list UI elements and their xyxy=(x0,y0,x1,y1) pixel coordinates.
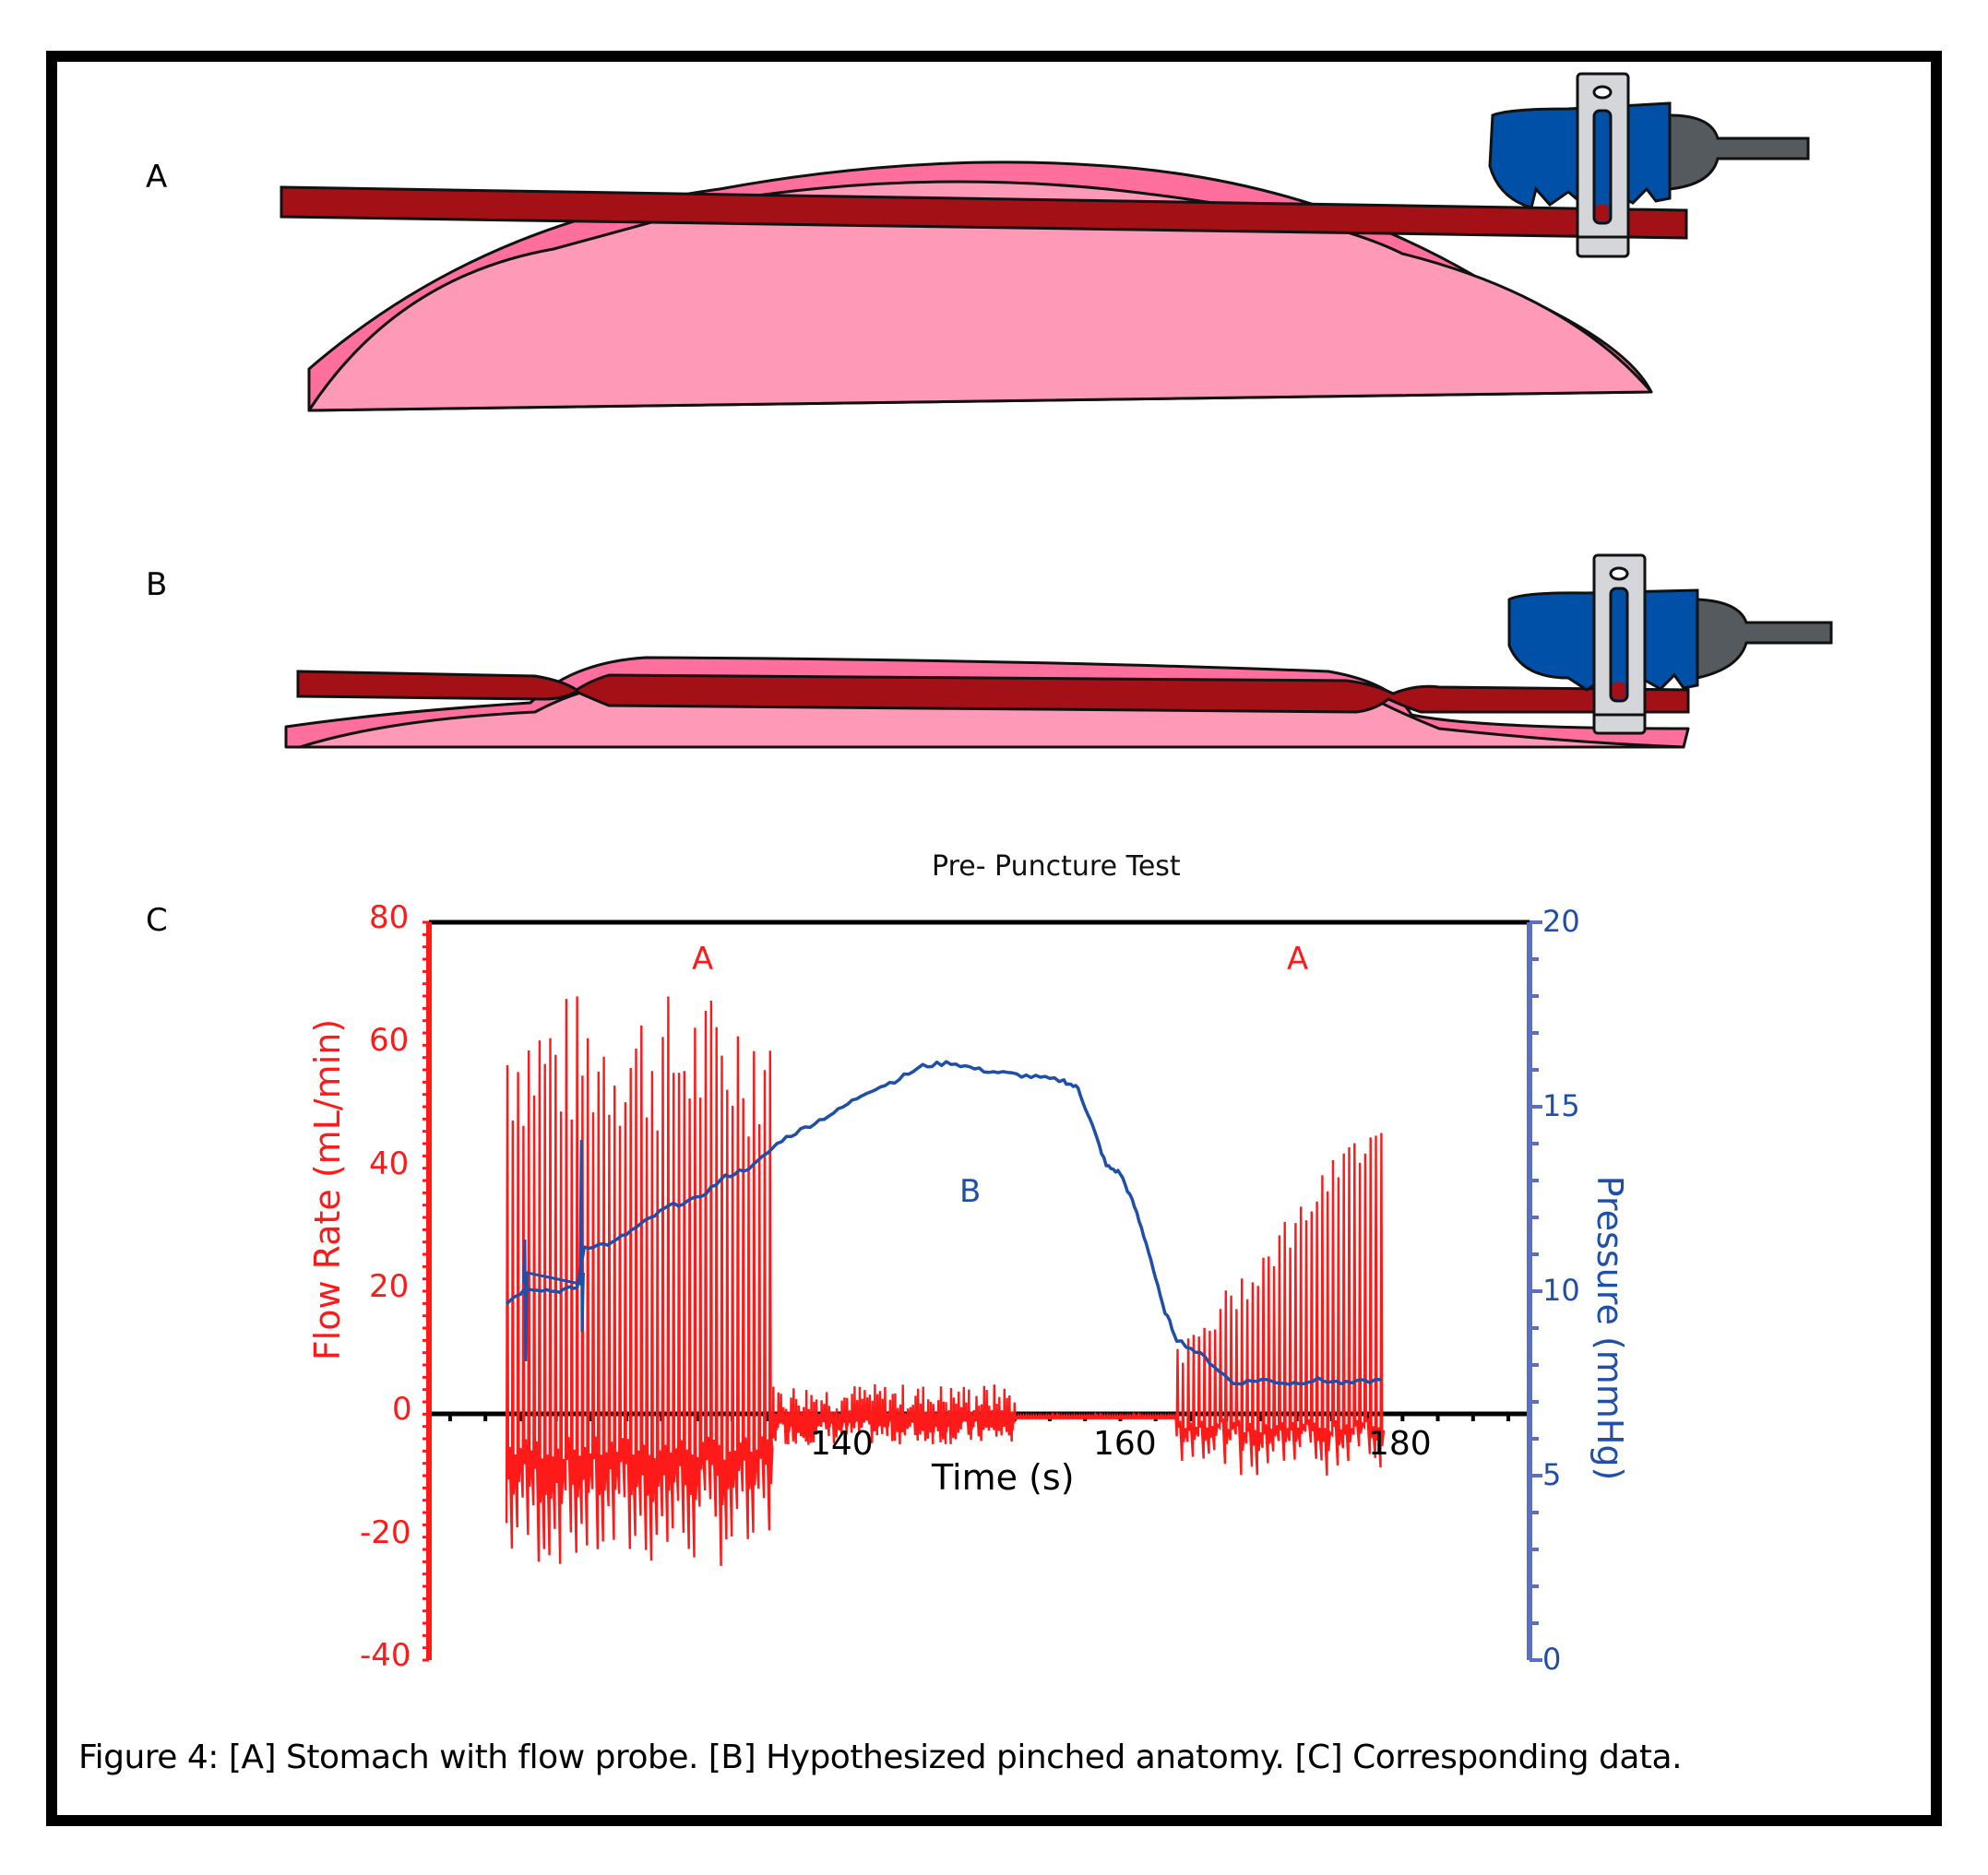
flow-probe-b xyxy=(1507,553,1833,735)
chart-title: Pre- Puncture Test xyxy=(932,850,1181,883)
right-axis-minor-ticks xyxy=(1530,920,1542,1662)
right-tick-0: 0 xyxy=(1542,1642,1562,1677)
pressure-series xyxy=(505,1060,1382,1386)
left-tick-60: 60 xyxy=(369,1022,410,1059)
flow-rate-series xyxy=(505,996,1386,1566)
left-tick-80: 80 xyxy=(369,899,410,936)
left-tick-neg40: -40 xyxy=(360,1637,411,1674)
annotation-a-left: A xyxy=(692,941,714,978)
x-tick-160: 160 xyxy=(1093,1425,1157,1463)
panel-c-label: C xyxy=(146,902,168,939)
x-axis-label: Time (s) xyxy=(932,1457,1075,1498)
vessel-b xyxy=(296,670,1690,714)
left-tick-0: 0 xyxy=(392,1391,412,1428)
left-axis-minor-ticks xyxy=(423,920,429,1662)
anatomy-illustration xyxy=(280,72,1833,749)
flow-probe-a xyxy=(1488,72,1810,258)
annotation-a-right: A xyxy=(1287,941,1309,978)
right-tick-15: 15 xyxy=(1542,1088,1580,1123)
annotation-b: B xyxy=(959,1173,982,1210)
pressure-artifact-spikes xyxy=(521,1139,585,1362)
figure-caption: Figure 4: [A] Stomach with flow probe. [… xyxy=(78,1739,1683,1776)
left-tick-neg20: -20 xyxy=(360,1514,411,1551)
left-tick-20: 20 xyxy=(369,1268,410,1305)
x-tick-140: 140 xyxy=(810,1425,874,1463)
right-tick-10: 10 xyxy=(1542,1273,1580,1308)
panel-a-label: A xyxy=(146,159,168,196)
x-tick-180: 180 xyxy=(1368,1425,1432,1463)
panel-b-label: B xyxy=(146,566,168,603)
left-axis-label: Flow Rate (mL/min) xyxy=(307,1018,348,1361)
right-tick-20: 20 xyxy=(1542,904,1580,939)
left-tick-40: 40 xyxy=(369,1145,410,1182)
right-tick-5: 5 xyxy=(1542,1457,1562,1492)
vessel-a xyxy=(280,185,1688,240)
right-axis-label: Pressure (mmHg) xyxy=(1589,1175,1630,1481)
